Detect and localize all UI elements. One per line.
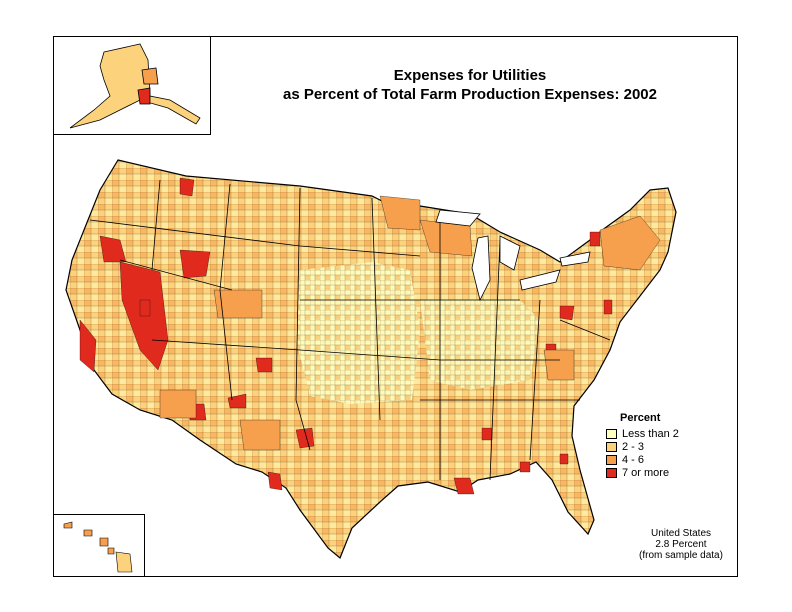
legend-item-low: Less than 2 xyxy=(606,428,679,440)
legend-swatch-mid xyxy=(606,442,617,452)
footnote-line-1: United States xyxy=(650,528,712,539)
legend-item-max: 7 or more xyxy=(606,467,679,479)
legend-swatch-max xyxy=(606,468,617,478)
title-line-1: Expenses for Utilities xyxy=(393,67,547,84)
hawaii-inset xyxy=(63,521,133,573)
legend-item-mid: 2 - 3 xyxy=(606,441,679,453)
legend-swatch-high xyxy=(606,455,617,465)
corn-belt-region xyxy=(420,300,540,390)
footnote-line-2: 2.8 Percent xyxy=(655,539,707,550)
legend-title: Percent xyxy=(620,412,661,424)
legend-label-high: 4 - 6 xyxy=(622,454,645,466)
great-lakes xyxy=(435,209,591,302)
alaska-inset xyxy=(69,43,201,129)
legend-label-mid: 2 - 3 xyxy=(622,441,645,453)
legend-swatch-low xyxy=(606,429,617,439)
mid-high-regions xyxy=(159,195,661,451)
legend-item-high: 4 - 6 xyxy=(606,454,679,466)
state-boundaries xyxy=(89,179,611,481)
title-line-2: as Percent of Total Farm Production Expe… xyxy=(282,86,657,103)
map-title: Expenses for Utilities as Percent of Tot… xyxy=(260,66,680,104)
alaska-inset-frame xyxy=(53,36,211,135)
plains-region xyxy=(296,262,420,404)
footnote-line-3: (from sample data) xyxy=(639,550,723,561)
footnote: United States 2.8 Percent (from sample d… xyxy=(626,528,736,561)
legend-label-low: Less than 2 xyxy=(622,428,679,440)
legend: Percent Less than 2 2 - 3 4 - 6 7 or mor… xyxy=(606,412,679,480)
legend-label-max: 7 or more xyxy=(622,467,670,479)
hawaii-inset-frame xyxy=(53,514,145,577)
